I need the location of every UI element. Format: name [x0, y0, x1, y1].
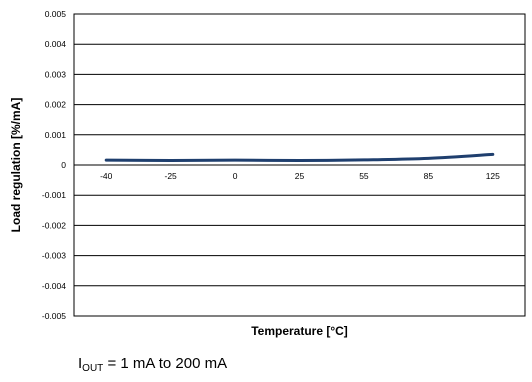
y-tick-label: 0.003 [45, 69, 67, 79]
y-tick-label: -0.003 [42, 251, 66, 261]
y-tick-label: 0.005 [45, 9, 67, 19]
x-tick-label: -40 [100, 171, 113, 181]
y-tick-label: 0 [61, 160, 66, 170]
series-lines [104, 152, 495, 162]
x-tick-label: 85 [424, 171, 434, 181]
y-tick-label: 0.004 [45, 39, 67, 49]
y-tick-label: -0.005 [42, 311, 66, 321]
y-tick-label: -0.001 [42, 190, 66, 200]
x-tick-label: 0 [233, 171, 238, 181]
x-axis-title: Temperature [°C] [251, 324, 348, 338]
caption-subscript: OUT [82, 363, 104, 374]
plot-area-frame [73, 13, 526, 317]
test-condition-caption: IOUT = 1 mA to 200 mA [78, 355, 228, 374]
x-tick-label: 25 [295, 171, 305, 181]
x-tick-label: 125 [486, 171, 500, 181]
x-tick-label: -25 [164, 171, 177, 181]
gridlines [74, 43, 525, 287]
caption-text: = 1 mA to 200 mA [103, 355, 228, 372]
caption-symbol: I [78, 355, 83, 372]
y-tick-label: -0.002 [42, 220, 66, 230]
series-line [104, 152, 495, 162]
y-tick-label: 0.002 [45, 100, 67, 110]
y-tick-label: -0.004 [42, 281, 66, 291]
y-tick-label: 0.001 [45, 130, 67, 140]
y-axis-title: Load regulation [%/mA] [9, 98, 23, 233]
x-tick-label: 55 [359, 171, 369, 181]
x-tick-labels: -40 -25 0 25 55 85 125 [100, 171, 500, 181]
y-tick-labels: 0.005 0.004 0.003 0.002 0.001 0 -0.001 -0.002 -0… [42, 9, 66, 321]
load-regulation-chart: 0.005 0.004 0.003 0.002 0.001 0 -0.001 -0.002 -0… [9, 9, 526, 338]
